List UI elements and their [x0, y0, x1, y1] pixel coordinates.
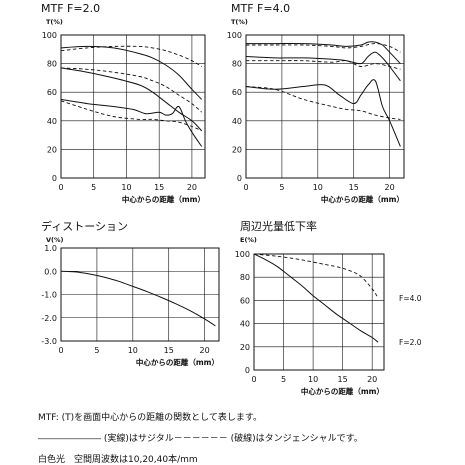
y-tick-label: 100 — [227, 31, 242, 40]
footer-light-frequency: 白色光 空間周波数は10,20,40本/mm — [38, 455, 198, 465]
x-tick-label: 10 — [313, 183, 323, 192]
plot-frame — [60, 34, 206, 179]
x-tick-label: 0 — [58, 346, 63, 355]
series-line-solid — [60, 45, 203, 100]
x-tick-label: 5 — [281, 375, 286, 384]
x-axis-label: 中心からの距離（mm） — [122, 194, 205, 204]
y-tick-label: 40 — [240, 320, 250, 329]
y-tick-label: 20 — [232, 145, 242, 154]
chart-vignetting: 周辺光量低下率 E(%) 0 5 10 15 20 0 20 40 60 80 100 中心からの距離（m… — [235, 219, 422, 396]
y-axis-label: T(%) — [231, 18, 248, 26]
chart-mtf-f4: MTF F=4.0 T(%) 0 5 10 15 20 0 20 40 60 80 100 中心からの距離… — [227, 2, 405, 204]
chart-title: MTF F=2.0 — [41, 2, 100, 15]
y-tick-label: 0 — [237, 174, 242, 183]
y-axis-label: V(%) — [46, 236, 64, 244]
x-tick-label: 0 — [58, 183, 63, 192]
x-tick-label: 15 — [349, 183, 359, 192]
y-tick-label: 80 — [240, 273, 250, 282]
series-line-dashed — [253, 253, 379, 299]
series-label: F=2.0 — [399, 338, 422, 347]
y-tick-label: 0.0 — [44, 267, 57, 276]
x-tick-label: 20 — [200, 346, 210, 355]
x-tick-label: 5 — [91, 183, 96, 192]
series-line-solid — [245, 79, 401, 147]
x-tick-label: 20 — [385, 183, 395, 192]
x-tick-label: 15 — [338, 375, 348, 384]
series-line-solid — [60, 270, 216, 327]
y-tick-label: 20 — [47, 145, 57, 154]
y-tick-label: 40 — [47, 117, 57, 126]
y-tick-label: 1.0 — [44, 244, 57, 253]
y-tick-label: -3.0 — [41, 337, 57, 346]
chart-title: 周辺光量低下率 — [240, 219, 317, 233]
y-tick-label: 60 — [232, 88, 242, 97]
footer-line-legend: ――――――― (実線)はサジタル－－－－－－ (破線)はタンジェンシャルです。 — [38, 434, 363, 444]
series-line-dashed — [60, 67, 202, 113]
series-line-dashed — [245, 86, 401, 120]
x-tick-label: 0 — [251, 375, 256, 384]
chart-mtf-f2: MTF F=2.0 T(%) 0 5 10 15 20 0 20 40 60 80 100 中心からの距離… — [41, 2, 206, 204]
series-line-solid — [60, 98, 203, 147]
x-axis-label: 中心からの距離（mm） — [321, 194, 404, 204]
y-axis-label: E(%) — [240, 236, 257, 244]
x-tick-label: 20 — [187, 183, 197, 192]
series-line-dashed — [60, 100, 202, 132]
y-tick-label: 40 — [232, 117, 242, 126]
x-tick-label: 20 — [367, 375, 377, 384]
chart-distortion: ディストーション V(%) 0 5 10 15 20 1.0 0.0 -1.0 -2.0 -3.0 中心… — [41, 219, 220, 367]
plot-frame — [253, 253, 385, 371]
y-tick-label: 20 — [240, 343, 250, 352]
y-tick-label: -2.0 — [41, 314, 57, 323]
chart-title: MTF F=4.0 — [231, 2, 290, 15]
x-tick-label: 10 — [308, 375, 318, 384]
x-tick-label: 5 — [94, 346, 99, 355]
y-axis-label: T(%) — [46, 18, 63, 26]
y-tick-label: 100 — [42, 31, 57, 40]
series-line-dashed — [246, 43, 401, 53]
y-tick-label: 60 — [47, 88, 57, 97]
y-tick-label: 0 — [245, 366, 250, 375]
x-tick-label: 0 — [243, 183, 248, 192]
x-tick-label: 10 — [128, 346, 138, 355]
y-tick-label: 80 — [47, 60, 57, 69]
x-tick-label: 10 — [121, 183, 131, 192]
x-tick-label: 15 — [154, 183, 164, 192]
x-axis-label: 中心からの距離（mm） — [301, 386, 384, 396]
series-line-dashed — [245, 60, 401, 70]
y-tick-label: 80 — [232, 60, 242, 69]
series-line-solid — [253, 253, 379, 343]
plot-frame — [245, 34, 405, 179]
series-line-solid — [245, 51, 401, 82]
y-tick-label: 0 — [52, 174, 57, 183]
series-line-solid — [245, 41, 401, 64]
x-axis-label: 中心からの距離（mm） — [136, 357, 219, 367]
series-label: F=4.0 — [399, 294, 422, 303]
plot-frame — [60, 247, 220, 342]
y-tick-label: -1.0 — [41, 291, 57, 300]
series-line-solid — [60, 67, 203, 132]
y-tick-label: 100 — [235, 250, 250, 259]
series-line-dashed — [60, 45, 202, 67]
chart-title: ディストーション — [41, 219, 128, 233]
x-tick-label: 15 — [164, 346, 174, 355]
y-tick-label: 60 — [240, 296, 250, 305]
x-tick-label: 5 — [279, 183, 284, 192]
footer-mtf-note: MTF: (T)を画面中心からの距離の関数として表します。 — [38, 413, 262, 423]
